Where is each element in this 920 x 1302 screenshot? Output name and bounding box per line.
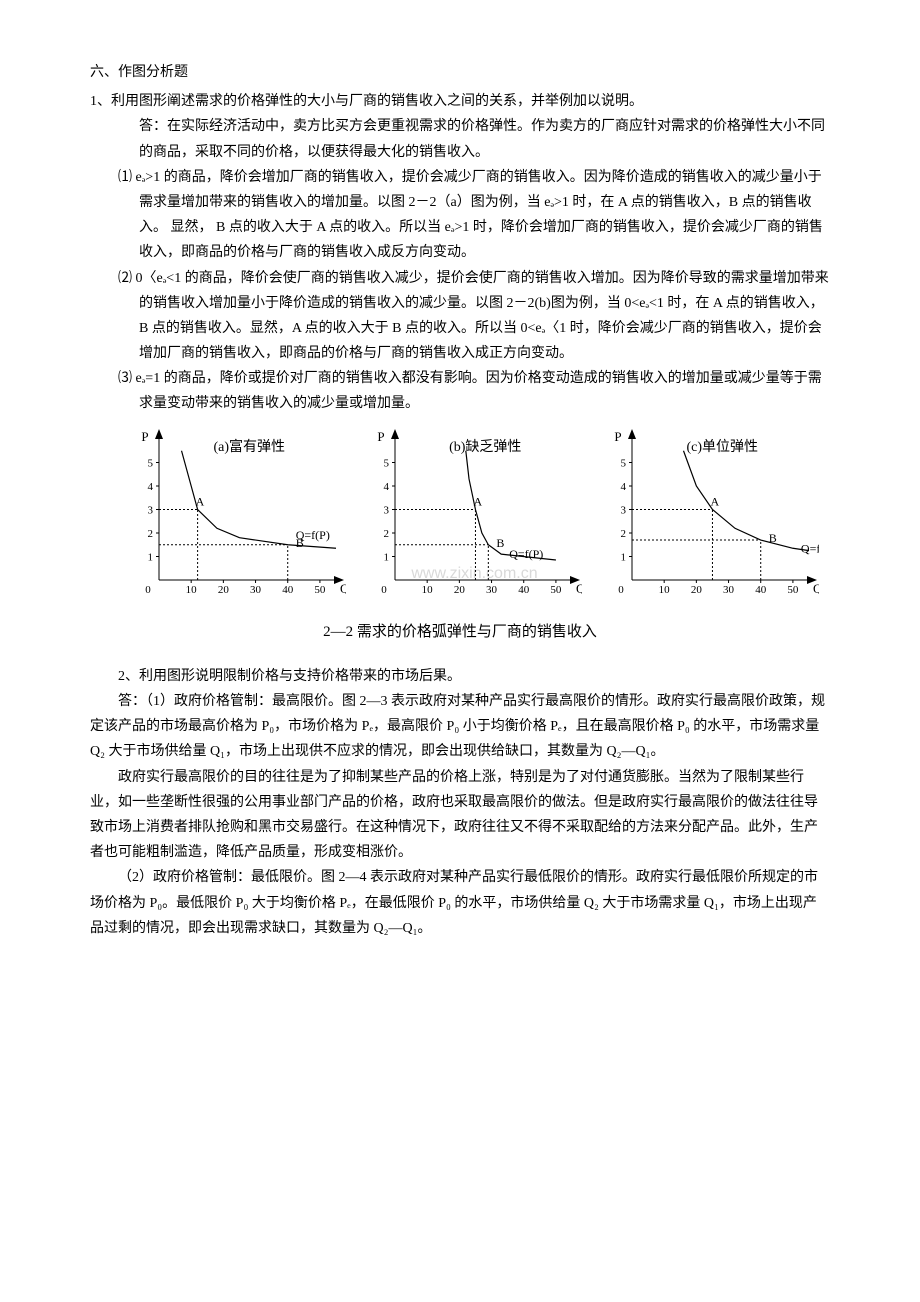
svg-text:30: 30 [723, 584, 735, 596]
svg-text:5: 5 [621, 457, 627, 469]
chart-c: 10 20 30 40 50 1 2 3 4 5 P Q 0 (c)单位弹性 A B Q=f(P) [604, 427, 819, 611]
q2-para-3: （2）政府价格管制：最低限价。图 2—4 表示政府对某种产品实行最低限价的情形。… [90, 865, 830, 941]
svg-text:4: 4 [384, 481, 390, 493]
svg-text:50: 50 [788, 584, 800, 596]
svg-text:20: 20 [691, 584, 703, 596]
svg-text:2: 2 [147, 528, 153, 540]
svg-text:30: 30 [250, 584, 262, 596]
charts-row: 102030405012345PQ0(a)富有弹性ABQ=f(P) www.zi… [90, 427, 830, 611]
svg-text:0: 0 [618, 584, 624, 596]
svg-text:0: 0 [145, 584, 151, 596]
q2-para-1: 答：（1）政府价格管制：最高限价。图 2—3 表示政府对某种产品实行最高限价的情… [90, 689, 830, 765]
q2-prompt: 2、利用图形说明限制价格与支持价格带来的市场后果。 [90, 664, 830, 689]
svg-text:(c)单位弹性: (c)单位弹性 [687, 439, 759, 455]
chart-svg: www.zixin.com.cn 10 20 30 40 50 1 2 3 4 5 P Q 0 (b)缺乏弹… [367, 427, 582, 602]
q1-item-1: ⑴ eₔ>1 的商品，降价会增加厂商的销售收入，提价会减少厂商的销售收入。因为降… [90, 165, 830, 266]
svg-text:A: A [711, 494, 720, 508]
svg-text:20: 20 [454, 584, 466, 596]
svg-text:40: 40 [755, 584, 767, 596]
svg-text:P: P [615, 429, 622, 444]
svg-text:0: 0 [382, 584, 388, 596]
svg-text:4: 4 [147, 481, 153, 493]
svg-text:B: B [769, 531, 777, 545]
svg-text:1: 1 [621, 551, 627, 563]
chart-svg: 10 20 30 40 50 1 2 3 4 5 P Q 0 (c)单位弹性 A B Q=f(P) [604, 427, 819, 602]
q1-prompt: 1、利用图形阐述需求的价格弹性的大小与厂商的销售收入之间的关系，并举例加以说明。 [90, 89, 830, 114]
svg-text:A: A [474, 494, 483, 508]
svg-text:10: 10 [422, 584, 434, 596]
chart-b: www.zixin.com.cn 10 20 30 40 50 1 2 3 4 5 P Q 0 (b)缺乏弹… [367, 427, 582, 611]
svg-text:3: 3 [147, 504, 153, 516]
chart-svg: 102030405012345PQ0(a)富有弹性ABQ=f(P) [131, 427, 346, 602]
svg-text:10: 10 [659, 584, 671, 596]
svg-text:A: A [195, 494, 204, 508]
q1-item-3: ⑶ eₔ=1 的商品，降价或提价对厂商的销售收入都没有影响。因为价格变动造成的销… [90, 366, 830, 416]
svg-text:Q: Q [576, 581, 582, 596]
svg-text:B: B [497, 535, 505, 549]
svg-text:50: 50 [551, 584, 563, 596]
svg-text:(a)富有弹性: (a)富有弹性 [213, 438, 285, 455]
svg-text:30: 30 [487, 584, 499, 596]
svg-text:2: 2 [621, 528, 627, 540]
svg-text:5: 5 [384, 457, 390, 469]
q1-answer-lead: 答：在实际经济活动中，卖方比买方会更重视需求的价格弹性。作为卖方的厂商应针对需求… [90, 114, 830, 164]
svg-text:Q: Q [813, 581, 819, 596]
svg-text:20: 20 [218, 584, 230, 596]
q1-item-2: ⑵ 0〈eₔ<1 的商品，降价会使厂商的销售收入减少，提价会使厂商的销售收入增加… [90, 266, 830, 367]
chart-caption: 2—2 需求的价格弧弹性与厂商的销售收入 [90, 619, 830, 646]
svg-text:40: 40 [519, 584, 531, 596]
svg-text:Q=f(P): Q=f(P) [801, 541, 819, 555]
svg-text:www.zixin.com.cn: www.zixin.com.cn [411, 565, 538, 582]
question-1: 1、利用图形阐述需求的价格弹性的大小与厂商的销售收入之间的关系，并举例加以说明。… [90, 89, 830, 416]
svg-text:50: 50 [314, 584, 326, 596]
svg-text:2: 2 [384, 528, 390, 540]
svg-text:P: P [141, 429, 148, 444]
svg-text:3: 3 [384, 504, 390, 516]
svg-text:P: P [378, 429, 385, 444]
svg-text:10: 10 [186, 584, 198, 596]
svg-text:Q: Q [340, 581, 346, 596]
chart-a: 102030405012345PQ0(a)富有弹性ABQ=f(P) [131, 427, 346, 611]
svg-text:40: 40 [282, 584, 294, 596]
svg-text:Q=f(P): Q=f(P) [510, 547, 544, 561]
svg-text:5: 5 [147, 457, 153, 469]
section-title: 六、作图分析题 [90, 60, 830, 85]
svg-text:4: 4 [621, 481, 627, 493]
svg-text:(b)缺乏弹性: (b)缺乏弹性 [450, 439, 522, 455]
svg-text:3: 3 [621, 504, 627, 516]
svg-text:1: 1 [147, 551, 153, 563]
svg-text:1: 1 [384, 551, 390, 563]
svg-text:Q=f(P): Q=f(P) [296, 527, 330, 541]
q2-para-2: 政府实行最高限价的目的往往是为了抑制某些产品的价格上涨，特别是为了对付通货膨胀。… [90, 765, 830, 866]
